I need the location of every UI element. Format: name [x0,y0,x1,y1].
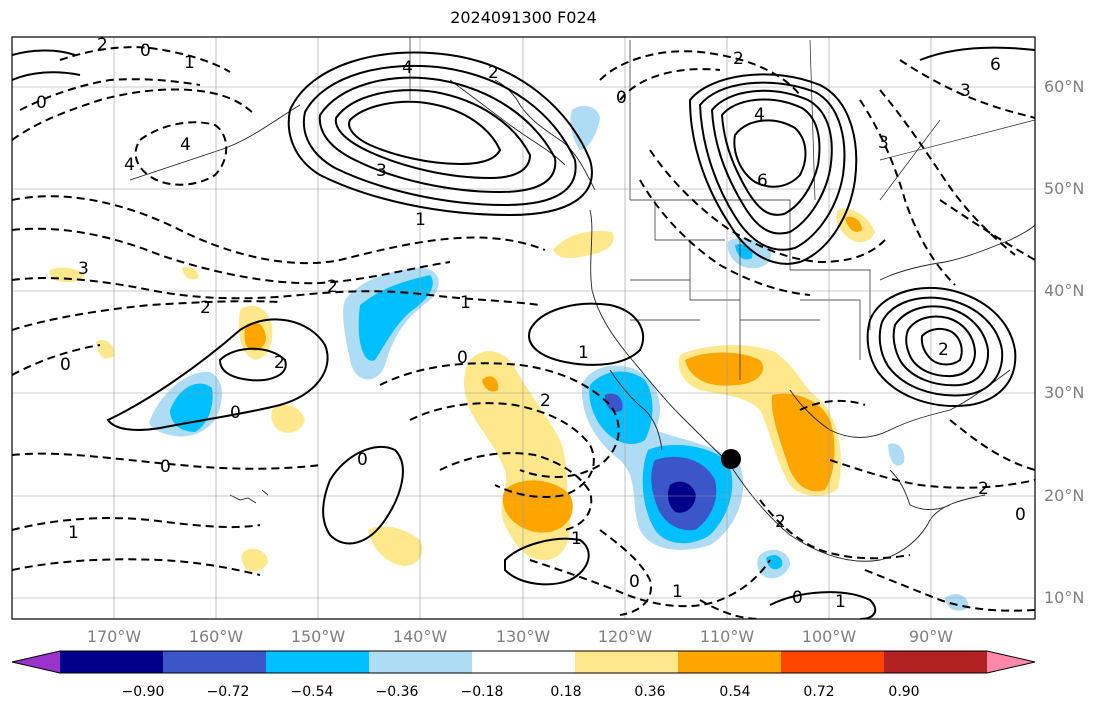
lat-label: 40°N [1044,281,1085,300]
lon-label: 140°W [392,627,448,646]
contour-label: 4 [180,135,191,155]
colorbar-tick-label: 0.90 [888,684,920,700]
colorbar-tick-label: 0.36 [634,684,666,700]
colorbar-segment [163,651,267,673]
contour-label: 0 [629,572,640,592]
colorbar [11,650,1036,674]
contour-label: 2 [327,277,338,297]
contour-label: 1 [460,293,471,313]
contour-label: 3 [960,81,971,101]
lat-label: 50°N [1044,179,1085,198]
contour-label: 0 [60,355,71,375]
negative-anomaly-shading [149,105,969,611]
colorbar-tick-label: 0.18 [550,684,582,700]
colorbar-segment [60,651,164,673]
contour-label: 2 [200,298,211,318]
map-frame [11,36,1036,620]
contour-label: 2 [274,353,285,373]
contour-label: 0 [1015,505,1026,525]
contour-label: 2 [978,479,989,499]
negative-contours [12,46,1035,619]
colorbar-segment [369,651,473,673]
contour-label: 3 [78,259,89,279]
contour-label: 0 [616,88,627,108]
contour-label: 0 [230,403,241,423]
contour-label: 2 [540,391,551,411]
contour-label: 1 [672,582,683,602]
contour-label: 0 [792,588,803,608]
contour-label: 0 [36,93,47,113]
contour-label: 2 [733,49,744,69]
colorbar-extend-high [987,651,1035,673]
lon-label: 90°W [908,627,954,646]
colorbar-tick-label: 0.54 [719,684,751,700]
positive-anomaly-shading [49,208,875,572]
contour-label: 1 [571,529,582,549]
contour-label: 1 [578,343,589,363]
colorbar-segment [781,651,885,673]
contour-label: 0 [140,41,151,61]
colorbar-tick-label: −0.18 [460,684,504,700]
lon-label: 150°W [290,627,346,646]
colorbar-tick-label: −0.72 [206,684,250,700]
graticule [12,37,1035,619]
colorbar-extend-low [12,651,60,673]
contour-label: 4 [124,155,135,175]
contour-label: 6 [757,171,768,191]
lat-label: 30°N [1044,383,1085,402]
colorbar-segment [884,651,988,673]
contour-label: 3 [878,133,889,153]
lat-label: 60°N [1044,77,1085,96]
colorbar-outline [11,650,1036,674]
contour-label: 1 [415,210,426,230]
colorbar-segment [472,651,576,673]
lon-label: 100°W [801,627,857,646]
lon-label: 120°W [597,627,653,646]
contour-label: 1 [835,592,846,612]
political-borders [409,37,1035,380]
colorbar-tick-label: −0.90 [121,684,165,700]
colorbar-tick-label: 0.72 [803,684,835,700]
positive-contours [12,46,1035,619]
lon-label: 170°W [86,627,142,646]
contour-label: 2 [97,35,108,55]
contour-label: 4 [402,58,413,78]
contour-label: 4 [754,105,765,125]
lon-label: 160°W [188,627,244,646]
contour-label: 0 [457,348,468,368]
contour-label: 6 [990,55,1001,75]
colorbar-segment [678,651,782,673]
lon-label: 110°W [699,627,755,646]
colorbar-segment [266,651,370,673]
map-title: 2024091300 F024 [450,8,597,27]
contour-label: 0 [357,450,368,470]
colorbar-tick-label: −0.36 [375,684,419,700]
lat-label: 10°N [1044,588,1085,607]
contour-label: 1 [68,523,79,543]
contour-label: 2 [938,340,949,360]
contour-label: 1 [184,53,195,73]
lat-label: 20°N [1044,486,1085,505]
contour-label: 2 [775,512,786,532]
contour-label: 0 [160,457,171,477]
colorbar-segment [575,651,679,673]
contour-label: 2 [488,63,499,83]
lon-label: 130°W [495,627,551,646]
colorbar-tick-label: −0.54 [290,684,334,700]
storm-center-marker [721,449,741,469]
contour-label: 3 [376,161,387,181]
contour-labels: 4 3 4 6 1 1 2 0 0 1 2 2 1 2 0 1 0 4 4 3 … [36,35,1026,612]
